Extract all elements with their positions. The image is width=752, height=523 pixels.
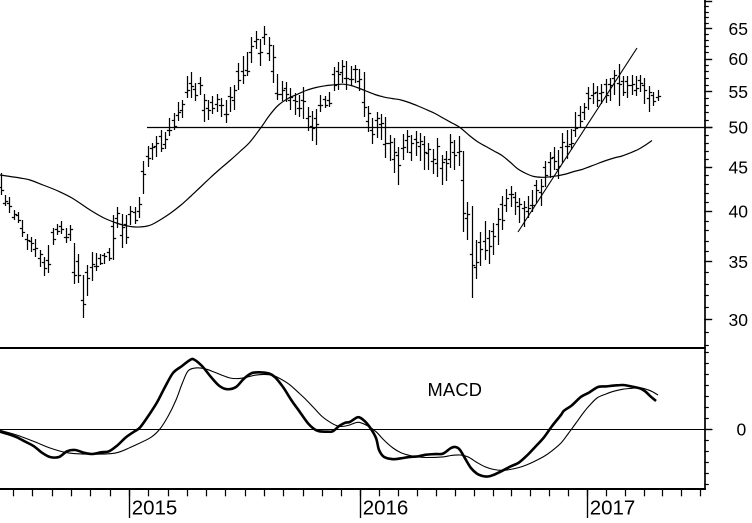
svg-text:2017: 2017 [590, 497, 636, 519]
svg-text:45: 45 [729, 157, 748, 177]
svg-text:0: 0 [737, 420, 747, 440]
svg-text:2016: 2016 [363, 497, 409, 519]
svg-text:35: 35 [729, 252, 748, 272]
svg-text:60: 60 [729, 49, 749, 69]
svg-text:40: 40 [729, 202, 749, 222]
svg-text:65: 65 [729, 19, 748, 39]
svg-text:55: 55 [729, 82, 748, 102]
svg-text:MACD: MACD [428, 379, 483, 400]
svg-text:50: 50 [729, 118, 749, 138]
svg-text:30: 30 [729, 310, 749, 330]
svg-text:2015: 2015 [132, 497, 178, 519]
